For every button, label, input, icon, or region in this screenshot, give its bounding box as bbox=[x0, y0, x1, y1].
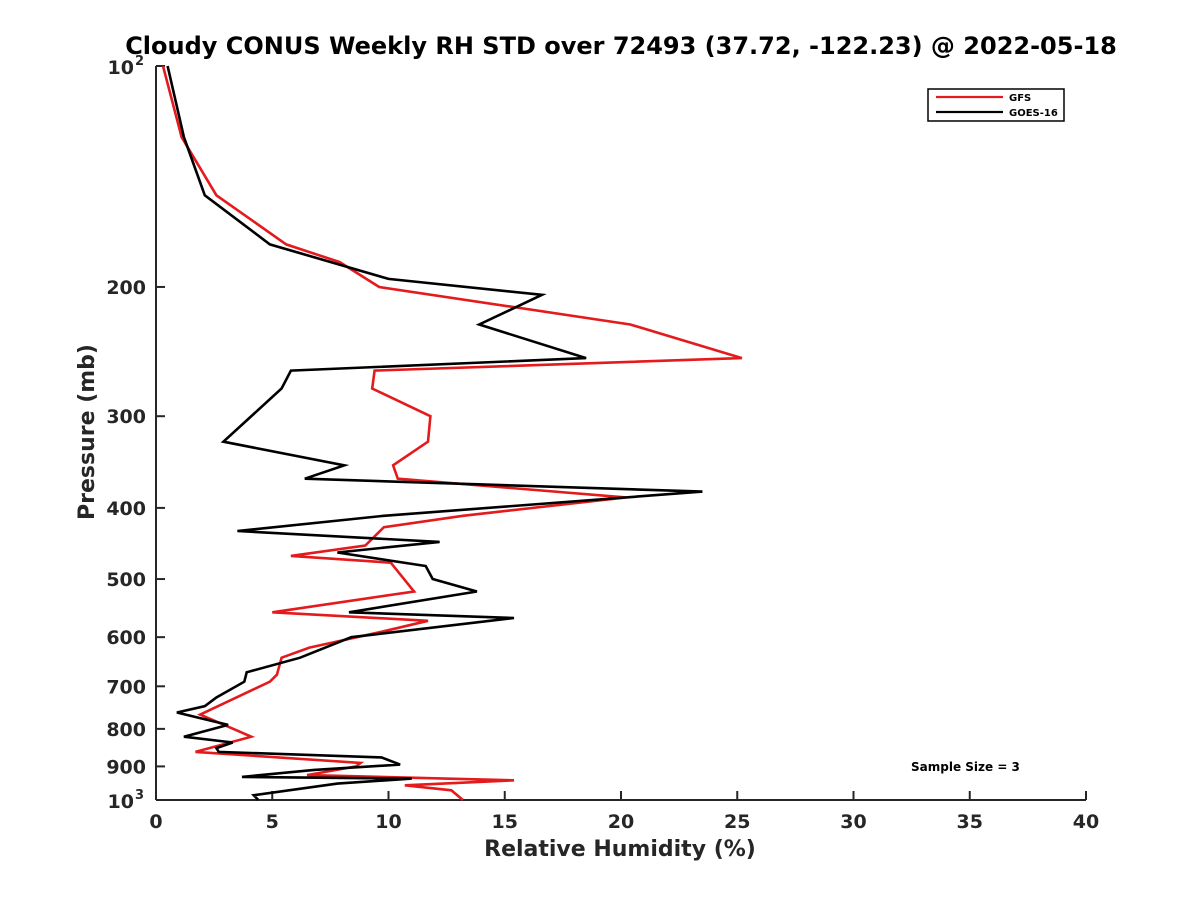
y-tick-label: 800 bbox=[106, 719, 146, 741]
y-tick-label-exponent: 3 bbox=[135, 788, 144, 803]
x-tick-label: 10 bbox=[375, 811, 401, 833]
y-tick-label-exponent: 2 bbox=[135, 54, 144, 69]
x-tick-label: 40 bbox=[1073, 811, 1099, 833]
x-tick-label: 5 bbox=[266, 811, 279, 833]
x-tick-label: 25 bbox=[724, 811, 750, 833]
y-tick-label: 200 bbox=[106, 277, 146, 299]
x-tick-label: 15 bbox=[492, 811, 518, 833]
x-tick-label: 20 bbox=[608, 811, 634, 833]
x-axis-label: Relative Humidity (%) bbox=[484, 837, 756, 862]
y-tick-label-power: 10 bbox=[108, 57, 134, 79]
y-tick-label: 700 bbox=[106, 676, 146, 698]
x-tick-label: 0 bbox=[149, 811, 162, 833]
sample-size-annotation: Sample Size = 3 bbox=[911, 760, 1020, 774]
legend: GFS GOES-16 bbox=[927, 88, 1065, 122]
x-tick-label: 30 bbox=[840, 811, 866, 833]
legend-label-gfs: GFS bbox=[1009, 93, 1031, 104]
y-axis-label: Pressure (mb) bbox=[75, 344, 100, 520]
y-tick-label: 500 bbox=[106, 569, 146, 591]
y-tick-label: 600 bbox=[106, 627, 146, 649]
legend-label-goes16: GOES-16 bbox=[1009, 108, 1058, 119]
y-tick-label: 900 bbox=[106, 756, 146, 778]
x-tick-label: 35 bbox=[957, 811, 983, 833]
series-line-goes16 bbox=[166, 65, 703, 801]
plot-area: 0 5 10 15 20 25 30 35 40 200 300 400 500 600 700 800 900… bbox=[106, 54, 1099, 833]
y-tick-label-power: 10 bbox=[108, 791, 134, 813]
series-line-gfs bbox=[161, 65, 743, 801]
legend-box bbox=[927, 88, 1065, 122]
y-tick-label: 300 bbox=[106, 406, 146, 428]
chart-title: Cloudy CONUS Weekly RH STD over 72493 (3… bbox=[125, 32, 1117, 60]
y-tick-label: 400 bbox=[106, 498, 146, 520]
